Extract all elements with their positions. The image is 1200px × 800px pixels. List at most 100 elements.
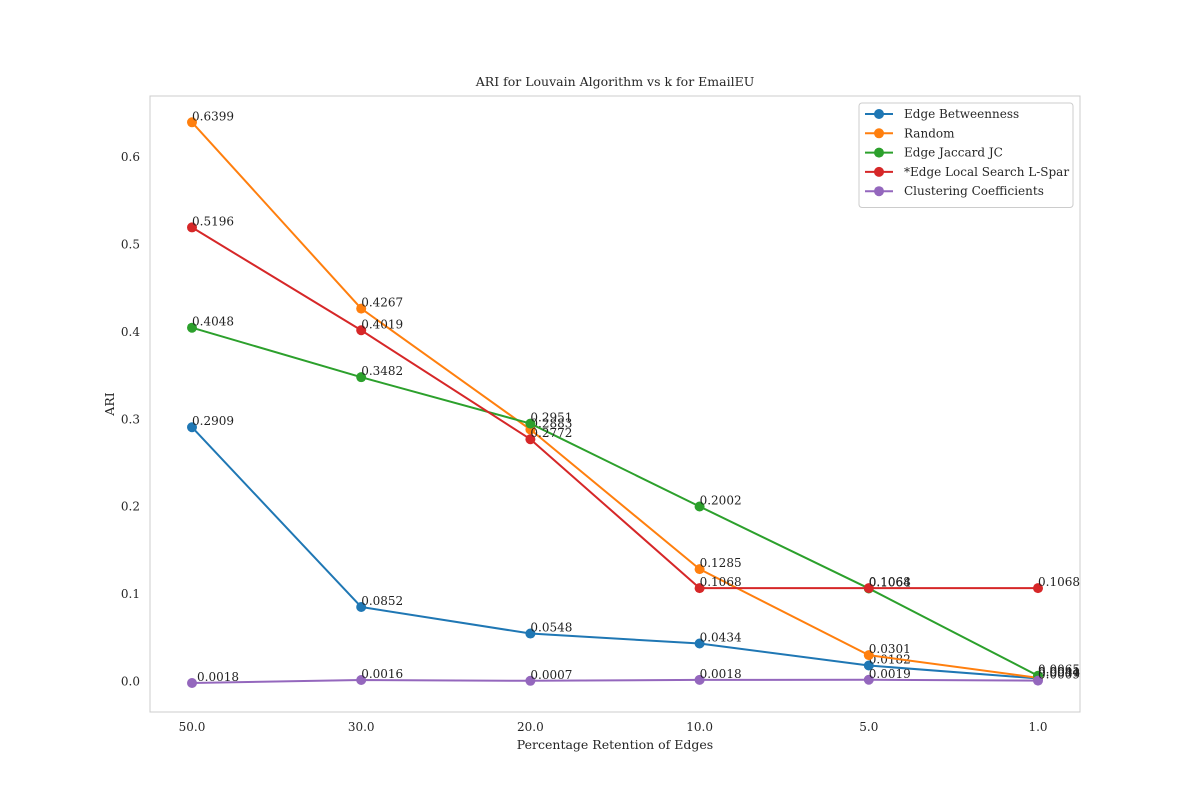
legend-label: Clustering Coefficients [904, 184, 1044, 198]
data-point [187, 117, 197, 128]
data-label: 0.1285 [700, 556, 742, 570]
data-label: 0.3482 [361, 364, 403, 378]
data-label: 0.0548 [530, 621, 572, 635]
x-tick-label: 50.0 [179, 720, 206, 734]
data-label: 0.2883 [530, 417, 572, 431]
y-tick-label: 0.1 [121, 587, 140, 601]
data-label: 0.0009 [1038, 668, 1080, 682]
y-tick-label: 0.0 [121, 674, 140, 688]
data-label: 0.0065 [1038, 663, 1080, 677]
series-group: 0.6399 0.4267 0.2883 0.1285 0.0301 0.0041 [187, 109, 1080, 683]
data-label: 0.4019 [361, 317, 403, 331]
data-point [356, 372, 367, 383]
chart-title: ARI for Louvain Algorithm vs k for Email… [475, 74, 754, 89]
legend-marker [874, 186, 884, 197]
data-point [863, 660, 874, 671]
data-point [525, 628, 536, 639]
data-label: 0.6399 [192, 109, 234, 123]
data-label: 0.2951 [530, 411, 572, 425]
data-point [525, 675, 536, 686]
x-tick-label: 5.0 [859, 720, 878, 734]
series-layer: 0.29090.08520.05480.04340.01820.00340.63… [187, 109, 1080, 688]
legend: Edge Betweenness Random Edge Jaccard JC *Ed… [858, 102, 1074, 208]
data-point [525, 418, 536, 429]
data-label: 0.0018 [700, 667, 742, 681]
data-label: 0.1068 [700, 575, 742, 589]
data-point [187, 322, 197, 333]
plot-area-frame [149, 95, 1081, 713]
data-label: 0.0016 [361, 667, 403, 681]
legend-label: Random [904, 126, 955, 140]
x-axis-ticks: 50.0 30.0 20.0 10.0 5.0 1.0 [179, 720, 1048, 734]
data-point [356, 601, 367, 612]
x-tick-label: 1.0 [1028, 720, 1047, 734]
data-point [187, 422, 197, 433]
series-group: 0.0018 0.0016 0.0007 0.0018 0.0019 0.0009 [187, 667, 1080, 688]
legend-item: Edge Jaccard JC [865, 146, 1003, 160]
x-tick-label: 30.0 [348, 720, 375, 734]
legend-item: *Edge Local Search L-Spar [865, 165, 1069, 179]
data-point [1033, 583, 1043, 594]
data-label: 0.2002 [700, 493, 742, 507]
legend-marker [874, 166, 884, 177]
legend-marker [874, 147, 884, 158]
legend-marker [874, 109, 884, 119]
data-label: 0.0434 [700, 630, 742, 644]
x-tick-label: 10.0 [686, 720, 713, 734]
data-point [187, 677, 197, 688]
data-point [356, 675, 367, 686]
data-label: 0.1068 [869, 575, 911, 589]
x-tick-label: 20.0 [517, 720, 544, 734]
data-point [863, 674, 874, 685]
y-axis-ticks: 0.0 0.1 0.2 0.3 0.4 0.5 0.6 [121, 150, 140, 688]
data-label: 0.0034 [1038, 665, 1080, 679]
data-label: 0.0041 [1038, 665, 1080, 679]
legend-item: Clustering Coefficients [865, 184, 1044, 198]
data-point [694, 564, 705, 575]
series-line [191, 426, 1039, 680]
data-point [356, 325, 367, 336]
y-tick-label: 0.5 [121, 238, 140, 252]
series-group: 0.4048 0.3482 0.2951 0.2002 0.1064 0.0065 [187, 315, 1080, 681]
legend-label: Edge Betweenness [904, 107, 1019, 121]
data-point [525, 434, 536, 445]
data-label: 0.0018 [197, 670, 239, 684]
data-point [863, 583, 874, 594]
legend-marker [874, 128, 884, 139]
legend-box [858, 102, 1074, 208]
series-group: 0.5196 0.4019 0.2772 0.1068 0.1068 0.1068 [187, 214, 1080, 594]
legend-item: Random [865, 126, 955, 140]
data-point [694, 501, 705, 512]
y-tick-label: 0.3 [121, 412, 140, 426]
data-point [694, 638, 705, 649]
data-point [187, 222, 197, 233]
data-point [863, 650, 874, 661]
data-point [694, 674, 705, 685]
y-tick-label: 0.4 [121, 325, 140, 339]
data-label: 0.0019 [869, 667, 911, 681]
data-point [1033, 675, 1043, 686]
series-line [191, 678, 1039, 684]
data-point [356, 303, 367, 314]
data-label: 0.2909 [192, 414, 234, 428]
data-label: 0.4048 [192, 315, 234, 329]
legend-label: *Edge Local Search L-Spar [904, 165, 1069, 179]
data-label: 0.0852 [361, 594, 403, 608]
data-label: 0.5196 [192, 214, 234, 228]
series-line [191, 326, 1039, 677]
legend-label: Edge Jaccard JC [904, 146, 1003, 160]
data-point [694, 583, 705, 594]
data-label: 0.1064 [869, 575, 911, 589]
y-tick-label: 0.6 [121, 150, 140, 164]
data-label: 0.0007 [530, 668, 572, 682]
data-label: 0.4267 [361, 296, 403, 310]
series-line [191, 121, 1039, 679]
data-label: 0.0301 [869, 642, 911, 656]
y-axis-label: ARI [102, 392, 117, 416]
x-axis-label: Percentage Retention of Edges [517, 737, 713, 752]
legend-item: Edge Betweenness [865, 107, 1019, 121]
data-label: 0.2772 [530, 426, 572, 440]
